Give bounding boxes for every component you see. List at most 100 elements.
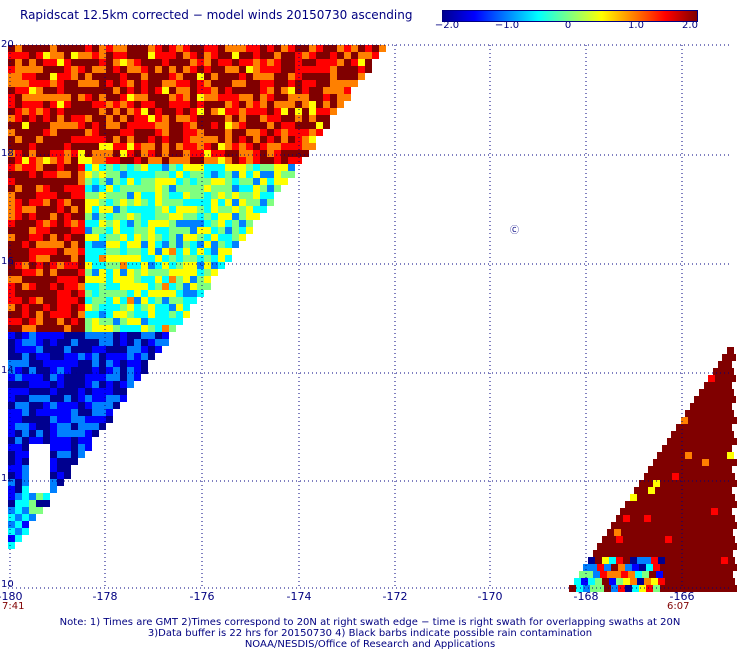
swath-cell: [50, 297, 57, 304]
swath-cell: [288, 136, 295, 143]
swath-cell: [288, 73, 295, 80]
swath-cell: [218, 101, 225, 108]
swath-cell: [239, 59, 246, 66]
swath-cell: [57, 255, 64, 262]
lon-label: -178: [92, 590, 118, 603]
swath-cell: [253, 150, 260, 157]
swath-cell: [239, 164, 246, 171]
swath-cell: [127, 360, 134, 367]
swath-cell: [712, 571, 719, 578]
swath-cell: [309, 143, 316, 150]
swath-cell: [204, 80, 211, 87]
swath-cell: [113, 199, 120, 206]
swath-cell: [113, 283, 120, 290]
swath-cell: [688, 522, 695, 529]
swath-cell: [686, 557, 693, 564]
swath-cell: [22, 115, 29, 122]
swath-cell: [71, 290, 78, 297]
swath-cell: [15, 402, 22, 409]
swath-cell: [155, 262, 162, 269]
swath-cell: [92, 255, 99, 262]
swath-cell: [43, 367, 50, 374]
swath-cell: [99, 178, 106, 185]
swath-cell: [720, 410, 727, 417]
swath-cell: [99, 367, 106, 374]
swath-cell: [630, 557, 637, 564]
swath-cell: [22, 52, 29, 59]
swath-cell: [8, 220, 15, 227]
swath-cell: [176, 73, 183, 80]
swath-cell: [723, 417, 730, 424]
swath-cell: [22, 374, 29, 381]
swath-cell: [64, 346, 71, 353]
swath-cell: [365, 45, 372, 52]
swath-cell: [169, 262, 176, 269]
swath-cell: [8, 374, 15, 381]
swath-cell: [22, 157, 29, 164]
swath-cell: [686, 494, 693, 501]
swath-cell: [162, 171, 169, 178]
swath-cell: [29, 493, 36, 500]
swath-cell: [99, 409, 106, 416]
swath-cell: [683, 487, 690, 494]
swath-cell: [15, 213, 22, 220]
swath-cell: [127, 87, 134, 94]
swath-cell: [57, 129, 64, 136]
swath-cell: [43, 269, 50, 276]
swath-cell: [78, 269, 85, 276]
swath-cell: [29, 318, 36, 325]
swath-cell: [127, 325, 134, 332]
swath-cell: [711, 466, 718, 473]
swath-cell: [671, 431, 678, 438]
swath-cell: [15, 465, 22, 472]
swath-cell: [15, 164, 22, 171]
swath-cell: [648, 487, 655, 494]
swath-cell: [260, 206, 267, 213]
swath-cell: [113, 101, 120, 108]
swath-cell: [106, 381, 113, 388]
swath-cell: [50, 409, 57, 416]
swath-cell: [29, 101, 36, 108]
swath-cell: [260, 73, 267, 80]
swath-cell: [22, 150, 29, 157]
lat-label: 12: [1, 473, 14, 484]
swath-cell: [85, 367, 92, 374]
swath-cell: [657, 452, 664, 459]
swath-cell: [204, 94, 211, 101]
swath-cell: [43, 94, 50, 101]
swath-cell: [50, 52, 57, 59]
swath-cell: [120, 339, 127, 346]
swath-cell: [662, 466, 669, 473]
swath-cell: [134, 164, 141, 171]
swath-cell: [632, 585, 639, 592]
swath-cell: [225, 45, 232, 52]
swath-cell: [36, 507, 43, 514]
swath-cell: [618, 522, 625, 529]
swath-cell: [590, 585, 597, 592]
swath-cell: [71, 94, 78, 101]
swath-cell: [190, 213, 197, 220]
swath-cell: [113, 360, 120, 367]
swath-cell: [141, 311, 148, 318]
swath-cell: [50, 255, 57, 262]
swath-cell: [704, 403, 711, 410]
swath-cell: [653, 522, 660, 529]
swath-cell: [716, 522, 723, 529]
swath-cell: [218, 227, 225, 234]
swath-cell: [64, 395, 71, 402]
swath-cell: [239, 143, 246, 150]
swath-cell: [15, 178, 22, 185]
swath-cell: [728, 515, 735, 522]
swath-cell: [246, 164, 253, 171]
swath-cell: [351, 73, 358, 80]
swath-cell: [725, 445, 732, 452]
swath-cell: [127, 283, 134, 290]
swath-cell: [22, 171, 29, 178]
swath-cell: [8, 500, 15, 507]
swath-cell: [644, 515, 651, 522]
swath-cell: [620, 508, 627, 515]
swath-cell: [64, 339, 71, 346]
swath-cell: [92, 122, 99, 129]
swath-cell: [155, 178, 162, 185]
swath-cell: [22, 367, 29, 374]
